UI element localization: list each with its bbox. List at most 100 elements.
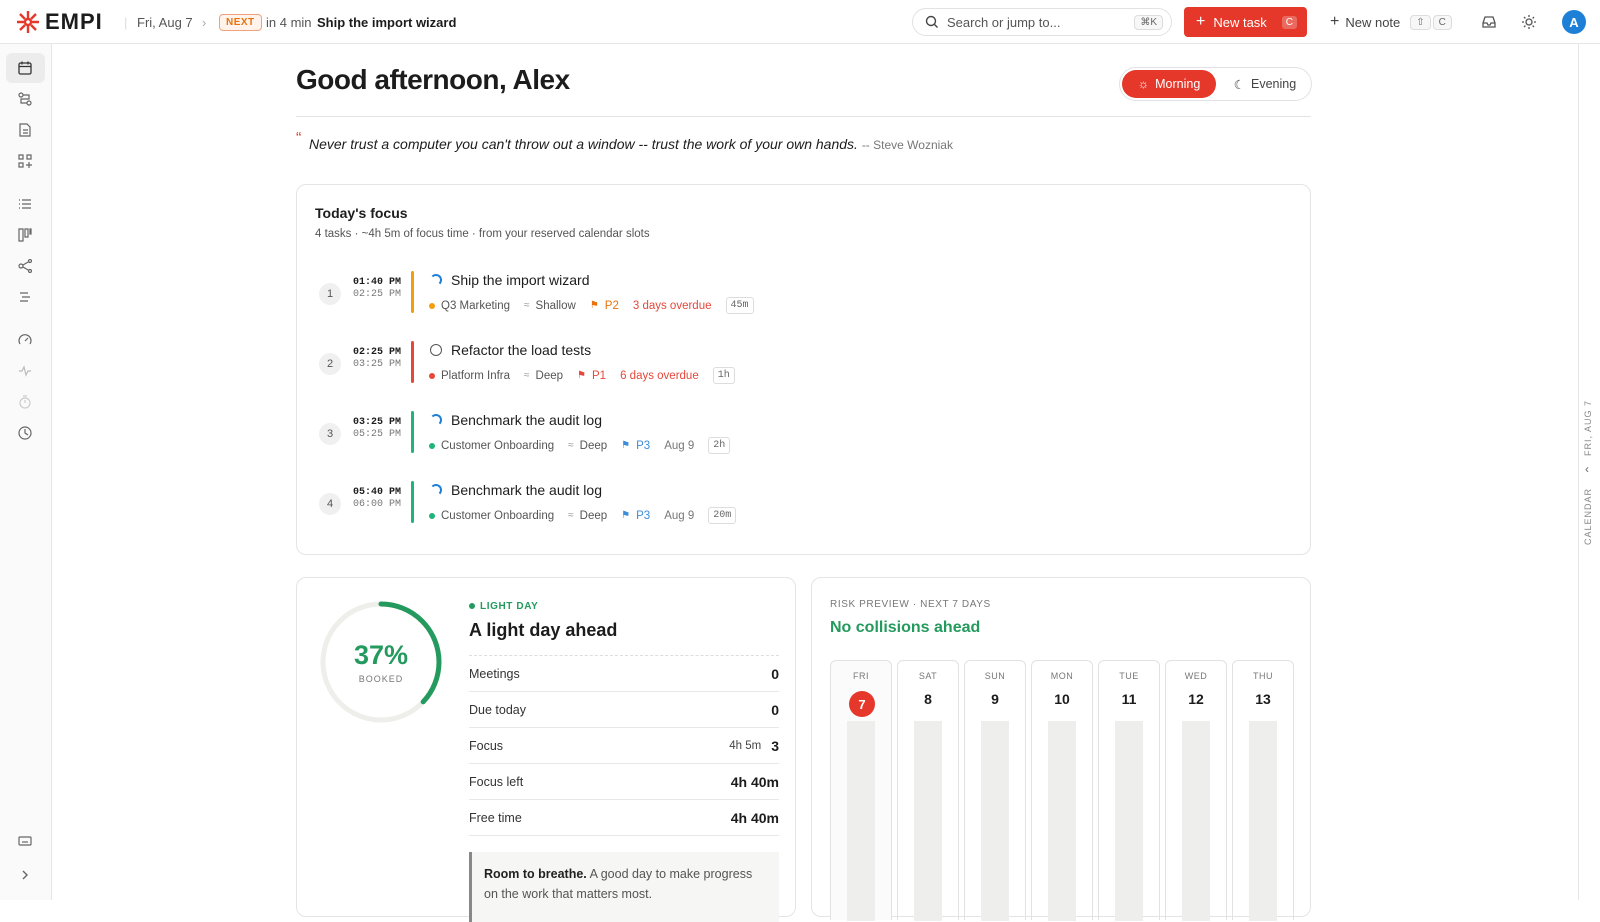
- day-name: SAT: [918, 671, 938, 681]
- stat-row: Due today 0: [469, 692, 779, 728]
- week-strip: FRI 7 SAT 8 SUN 9 MON 10 TUE 11 WED 12 THU 13: [830, 660, 1294, 921]
- mode-toggle: ☼ Morning ☾ Evening: [1119, 67, 1312, 101]
- nav-pulse[interactable]: [18, 364, 32, 378]
- task-row[interactable]: 1 01:40 PM 02:25 PM Ship the import wizard Q…: [317, 267, 917, 323]
- logo[interactable]: EMPI: [45, 9, 103, 34]
- task-row[interactable]: 2 02:25 PM 03:25 PM Refactor the load tests…: [317, 337, 917, 393]
- shift-key: ⇧: [1410, 14, 1431, 30]
- next-badge: NEXT: [219, 13, 262, 31]
- status-icon: [430, 484, 442, 496]
- nav-flows[interactable]: [18, 92, 32, 106]
- search-shortcut: ⌘K: [1134, 14, 1163, 30]
- day-name: MON: [1050, 671, 1074, 681]
- booked-ring: [320, 601, 442, 723]
- inbox-icon[interactable]: [1481, 14, 1497, 30]
- day-load-track: [1249, 721, 1277, 921]
- nav-timer[interactable]: [18, 395, 32, 409]
- day-name: TUE: [1119, 671, 1139, 681]
- mode-evening[interactable]: ☾ Evening: [1233, 77, 1297, 92]
- day-column: FRI 7: [830, 660, 892, 921]
- duration: 1h: [712, 367, 735, 384]
- depth: Deep: [579, 439, 608, 452]
- task-row[interactable]: 4 05:40 PM 06:00 PM Benchmark the audit log…: [317, 477, 917, 533]
- nav-history[interactable]: [18, 426, 32, 440]
- next-title[interactable]: Ship the import wizard: [317, 14, 457, 30]
- priority: P3: [636, 439, 651, 452]
- task-index: 1: [319, 283, 341, 305]
- day-column: THU 13: [1232, 660, 1294, 921]
- stat-label: Free time: [469, 810, 522, 825]
- stat-label: Due today: [469, 702, 526, 717]
- status-icon: [430, 274, 442, 286]
- priority-flag: ⚑: [621, 440, 631, 451]
- task-color-bar: [411, 341, 414, 383]
- theme-icon[interactable]: [1521, 14, 1537, 30]
- avatar[interactable]: A: [1562, 10, 1586, 34]
- nav-gauge[interactable]: [18, 333, 32, 347]
- due: Aug 9: [664, 439, 695, 452]
- task-start: 03:25 PM: [353, 417, 402, 428]
- calendar-rail[interactable]: FRI, AUG 7 ‹ CALENDAR: [1578, 44, 1600, 900]
- rail-date: FRI, AUG 7: [1583, 400, 1593, 457]
- nav-outline[interactable]: [18, 290, 32, 304]
- stat-detail: 4h 5m: [729, 739, 762, 752]
- status-icon: [430, 344, 442, 356]
- task-title: Refactor the load tests: [451, 342, 592, 358]
- task-row[interactable]: 3 03:25 PM 05:25 PM Benchmark the audit log…: [317, 407, 917, 463]
- booked-label: BOOKED: [358, 674, 404, 684]
- day-column: WED 12: [1165, 660, 1227, 921]
- search-icon: [925, 15, 938, 28]
- light-day-card: 37% BOOKED LIGHT DAY A light day ahead M…: [296, 577, 796, 922]
- task-end: 05:25 PM: [353, 429, 402, 440]
- greeting: Good afternoon, Alex: [296, 64, 570, 95]
- new-note-button[interactable]: + New note ⇧ C: [1330, 0, 1452, 44]
- note-text: A good day to make progress on the work …: [484, 867, 753, 901]
- plus-icon: +: [1196, 13, 1206, 30]
- task-index: 3: [319, 423, 341, 445]
- stat-value: 0: [771, 665, 779, 682]
- mode-morning[interactable]: ☼ Morning: [1122, 70, 1216, 98]
- nav-calendar[interactable]: [18, 61, 32, 75]
- stat-label: Focus: [469, 738, 504, 753]
- priority: P2: [604, 299, 619, 312]
- ring-progress: [320, 601, 442, 723]
- nav-apps[interactable]: [18, 154, 32, 168]
- quote-text: Never trust a computer you can't throw o…: [309, 136, 858, 152]
- task-meta: Platform Infra ≈ Deep ⚑ P1 6 days overdue 1h: [429, 367, 735, 384]
- priority-flag: ⚑: [589, 300, 599, 311]
- note: Room to breathe. A good day to make prog…: [469, 852, 779, 922]
- day-date: 10: [1054, 691, 1070, 707]
- task-title: Benchmark the audit log: [451, 412, 602, 428]
- risk-label: RISK PREVIEW · NEXT 7 DAYS: [830, 599, 991, 610]
- nav-notes[interactable]: [18, 123, 32, 137]
- project-dot: [429, 442, 435, 449]
- depth-icon: ≈: [524, 300, 530, 311]
- day-load-track: [1182, 721, 1210, 921]
- stat-row: Meetings 0: [469, 656, 779, 692]
- day-date: 12: [1188, 691, 1204, 707]
- nav-keyboard[interactable]: [18, 834, 32, 848]
- new-task-label: New task: [1213, 14, 1267, 30]
- badge-text: LIGHT DAY: [480, 601, 539, 612]
- task-end: 06:00 PM: [353, 499, 402, 510]
- next-wrap: NEXT: [219, 0, 262, 44]
- nav-board[interactable]: [18, 228, 32, 242]
- nav-graph[interactable]: [18, 259, 32, 273]
- nav-expand[interactable]: [18, 868, 32, 882]
- divider: |: [124, 14, 128, 30]
- project-dot: [429, 512, 435, 519]
- light-title: A light day ahead: [469, 620, 618, 640]
- duration: 20m: [708, 507, 737, 524]
- new-task-button[interactable]: + New task C: [1184, 7, 1307, 37]
- logo-icon[interactable]: [14, 8, 42, 36]
- risk-title: No collisions ahead: [830, 619, 981, 636]
- project: Q3 Marketing: [441, 299, 511, 312]
- day-load-track: [981, 721, 1009, 921]
- nav-list[interactable]: [18, 197, 32, 211]
- depth-icon: ≈: [568, 440, 574, 451]
- due: 6 days overdue: [620, 369, 699, 382]
- search[interactable]: Search or jump to... ⌘K: [912, 8, 1172, 36]
- priority-flag: ⚑: [577, 370, 586, 381]
- depth-icon: ≈: [568, 510, 574, 521]
- task-index: 4: [319, 493, 341, 515]
